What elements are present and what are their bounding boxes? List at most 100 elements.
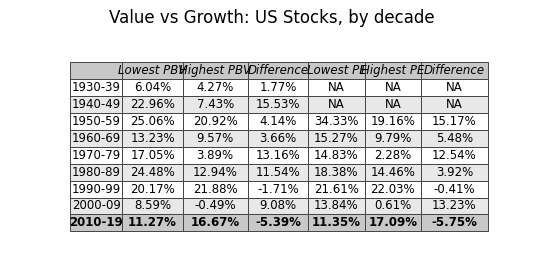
Text: 21.88%: 21.88% (193, 183, 237, 195)
Bar (248, 62, 308, 79)
Text: 2010-19: 2010-19 (69, 216, 123, 229)
Text: NA: NA (384, 98, 401, 111)
Bar (183, 164, 248, 181)
Bar (308, 181, 364, 198)
Bar (421, 164, 488, 181)
Bar (70, 164, 122, 181)
Bar (248, 96, 308, 113)
Text: NA: NA (384, 81, 401, 94)
Bar (364, 147, 421, 164)
Bar (183, 181, 248, 198)
Text: 2.28%: 2.28% (374, 149, 412, 162)
Text: 8.59%: 8.59% (134, 199, 171, 212)
Bar (364, 113, 421, 130)
Bar (70, 79, 122, 96)
Bar (122, 96, 183, 113)
Bar (364, 96, 421, 113)
Text: 22.96%: 22.96% (130, 98, 175, 111)
Text: -0.49%: -0.49% (194, 199, 236, 212)
Text: 4.14%: 4.14% (259, 115, 296, 128)
Text: Value vs Growth: US Stocks, by decade: Value vs Growth: US Stocks, by decade (109, 9, 434, 27)
Text: 1.77%: 1.77% (259, 81, 296, 94)
Text: 25.06%: 25.06% (130, 115, 175, 128)
Bar (122, 147, 183, 164)
Bar (364, 130, 421, 147)
Text: 12.54%: 12.54% (432, 149, 477, 162)
Bar (70, 147, 122, 164)
Text: 1930-39: 1930-39 (72, 81, 121, 94)
Text: 34.33%: 34.33% (314, 115, 358, 128)
Bar (70, 62, 122, 79)
Bar (122, 62, 183, 79)
Bar (122, 164, 183, 181)
Text: 16.67%: 16.67% (191, 216, 240, 229)
Text: 3.92%: 3.92% (436, 166, 473, 179)
Bar (421, 181, 488, 198)
Bar (308, 164, 364, 181)
Text: 15.17%: 15.17% (432, 115, 477, 128)
Text: -0.41%: -0.41% (434, 183, 475, 195)
Text: 15.27%: 15.27% (314, 132, 359, 145)
Bar (183, 96, 248, 113)
Bar (183, 79, 248, 96)
Bar (364, 62, 421, 79)
Bar (421, 147, 488, 164)
Bar (70, 214, 122, 231)
Text: NA: NA (446, 81, 463, 94)
Bar (364, 198, 421, 214)
Bar (308, 130, 364, 147)
Bar (248, 79, 308, 96)
Text: 3.89%: 3.89% (197, 149, 233, 162)
Bar (122, 130, 183, 147)
Text: 9.08%: 9.08% (260, 199, 296, 212)
Bar (421, 130, 488, 147)
Bar (364, 181, 421, 198)
Bar (70, 198, 122, 214)
Bar (248, 147, 308, 164)
Bar (70, 181, 122, 198)
Text: -1.71%: -1.71% (257, 183, 299, 195)
Text: 21.61%: 21.61% (314, 183, 359, 195)
Text: Difference: Difference (247, 64, 308, 78)
Text: Lowest PE: Lowest PE (307, 64, 366, 78)
Bar (183, 147, 248, 164)
Bar (248, 181, 308, 198)
Bar (183, 214, 248, 231)
Bar (122, 113, 183, 130)
Text: Highest PBV: Highest PBV (179, 64, 251, 78)
Text: 1980-89: 1980-89 (72, 166, 121, 179)
Bar (122, 198, 183, 214)
Bar (308, 113, 364, 130)
Text: 13.23%: 13.23% (432, 199, 477, 212)
Text: 24.48%: 24.48% (130, 166, 175, 179)
Text: 2000-09: 2000-09 (72, 199, 121, 212)
Bar (248, 130, 308, 147)
Text: 0.61%: 0.61% (374, 199, 412, 212)
Bar (308, 96, 364, 113)
Bar (122, 214, 183, 231)
Text: 11.35%: 11.35% (312, 216, 361, 229)
Bar (308, 79, 364, 96)
Bar (364, 164, 421, 181)
Text: 14.83%: 14.83% (314, 149, 359, 162)
Text: 5.48%: 5.48% (436, 132, 473, 145)
Text: -5.75%: -5.75% (432, 216, 477, 229)
Bar (183, 198, 248, 214)
Bar (183, 130, 248, 147)
Text: 1970-79: 1970-79 (72, 149, 121, 162)
Text: 7.43%: 7.43% (197, 98, 234, 111)
Text: 1950-59: 1950-59 (72, 115, 121, 128)
Text: 12.94%: 12.94% (193, 166, 238, 179)
Text: 13.23%: 13.23% (130, 132, 175, 145)
Text: 13.84%: 13.84% (314, 199, 359, 212)
Text: 9.79%: 9.79% (374, 132, 412, 145)
Text: 13.16%: 13.16% (256, 149, 300, 162)
Text: 1960-69: 1960-69 (72, 132, 121, 145)
Bar (308, 147, 364, 164)
Bar (421, 198, 488, 214)
Bar (70, 96, 122, 113)
Bar (421, 62, 488, 79)
Bar (248, 198, 308, 214)
Text: 17.05%: 17.05% (130, 149, 175, 162)
Bar (183, 113, 248, 130)
